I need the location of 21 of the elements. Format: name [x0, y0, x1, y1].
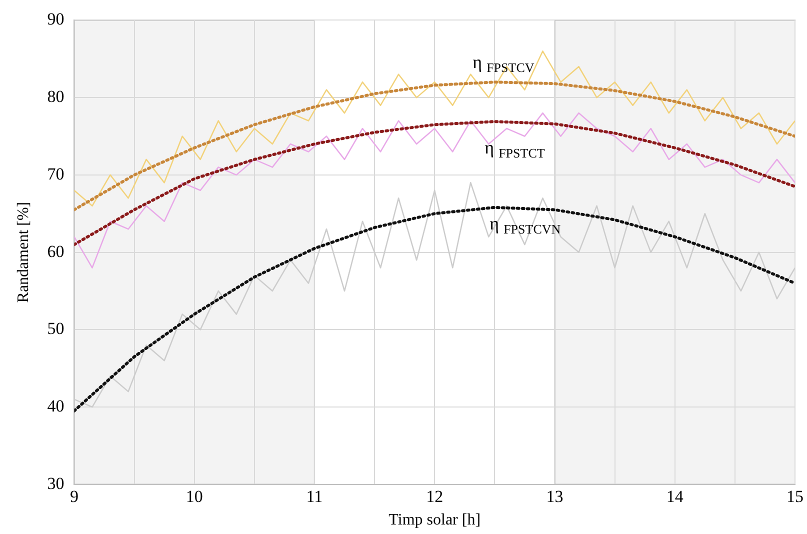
x-tick-label: 12	[426, 487, 444, 506]
y-tick-label: 40	[47, 396, 64, 416]
y-tick-label: 70	[47, 164, 64, 184]
line-series	[74, 80, 795, 212]
x-tick-label: 10	[186, 487, 203, 506]
series-label: η FPSTCV	[472, 52, 535, 76]
y-tick-label: 90	[47, 10, 64, 29]
y-tick-label: 80	[47, 87, 64, 106]
line-series	[74, 120, 795, 246]
x-axis-title: Timp solar [h]	[388, 512, 481, 529]
y-axis-title: Randament [%]	[14, 202, 32, 303]
series-label: η FPSTCVN	[490, 213, 562, 236]
x-tick-label: 9	[70, 487, 78, 506]
x-tick-label: 15	[786, 487, 804, 506]
y-tick-label: 30	[47, 474, 64, 493]
x-tick-label: 14	[666, 487, 684, 506]
series-label: η FPSTCT	[484, 138, 545, 161]
y-tick-label: 60	[47, 242, 64, 261]
x-tick-label: 11	[306, 487, 323, 506]
x-tick-label: 13	[546, 487, 564, 506]
y-tick-label: 50	[47, 319, 64, 338]
